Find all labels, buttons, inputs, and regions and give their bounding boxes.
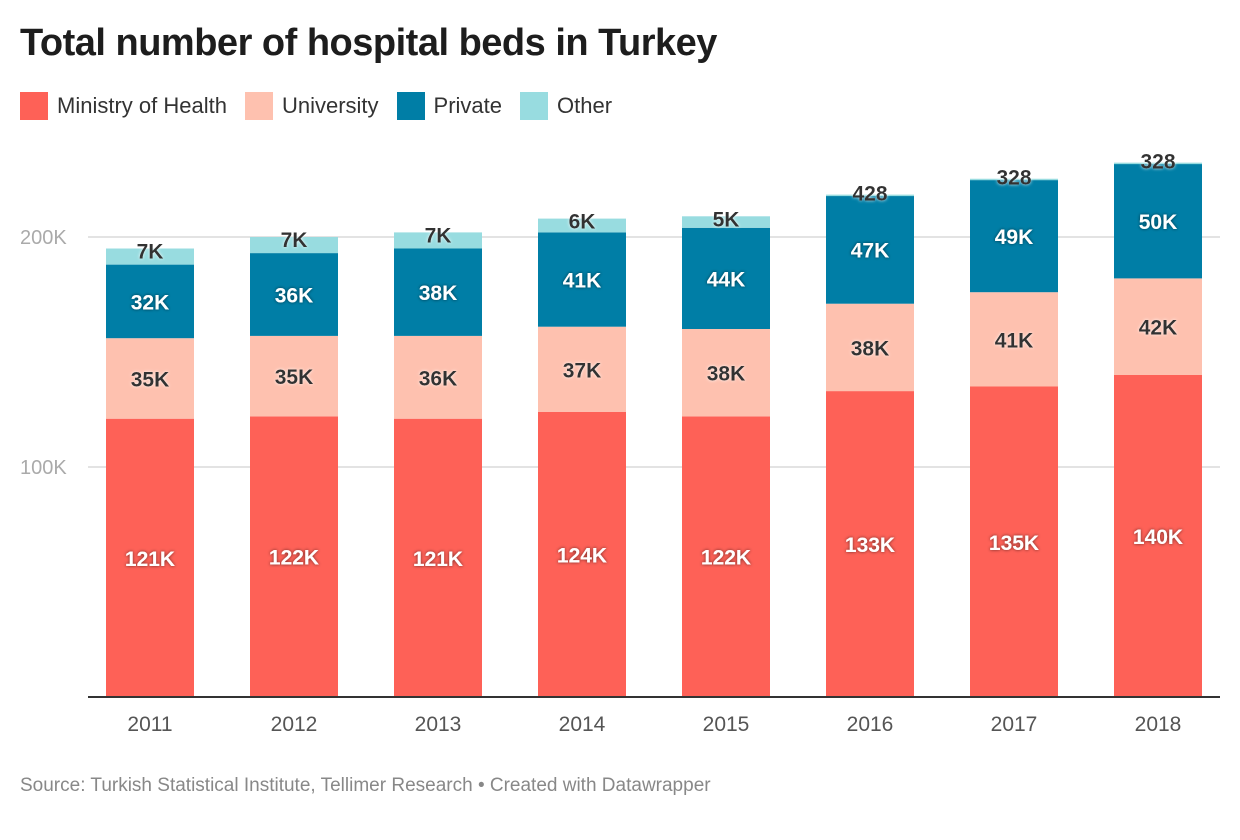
data-label: 41K [563,270,602,293]
bar-segment [970,292,1058,387]
bar-segment [1114,163,1202,279]
bar-segment [250,253,338,336]
data-label: 37K [563,359,602,382]
legend-item: Ministry of Health [20,92,227,120]
legend-swatch [520,92,549,120]
data-label: 38K [707,363,746,386]
x-tick-label: 2018 [1135,713,1182,736]
legend-label: University [281,93,379,118]
bar-segment [106,264,194,339]
bar-segment [682,227,770,329]
legend: Ministry of Health University Private Other [20,92,612,120]
bar-segment [826,303,914,392]
bar-segment [970,179,1058,293]
x-tick-label: 2014 [559,713,606,736]
bar-segment [538,232,626,327]
data-label: 36K [275,285,314,308]
chart-title: Total number of hospital beds in Turkey [20,22,717,64]
bar-segment [826,391,914,697]
data-label: 5K [713,208,740,231]
y-tick-label: 200K [20,227,67,249]
legend-item: Private [396,92,503,120]
data-label: 122K [701,547,751,570]
bar-segment [826,195,914,304]
legend-swatch [20,92,48,120]
data-label: 6K [569,211,596,234]
data-label: 36K [419,367,458,390]
x-tick-label: 2013 [415,713,462,736]
data-label: 122K [269,547,319,570]
legend-item: University [244,92,379,120]
legend-swatch [244,92,273,120]
data-label: 35K [131,368,170,391]
bar-segment [394,335,482,419]
x-tick-label: 2016 [847,713,894,736]
data-label: 135K [989,532,1039,555]
bar-segment [538,218,626,233]
data-label: 44K [707,268,746,291]
bar-segment [538,411,626,697]
bar-segment [106,418,194,697]
legend-item: Other [520,92,612,120]
bar-segment [250,237,338,254]
data-label: 140K [1133,526,1183,549]
bar-segment [1114,162,1202,165]
y-tick-label: 100K [20,457,67,479]
data-label: 7K [281,229,308,252]
data-label: 47K [851,240,890,263]
legend-swatch [396,92,425,120]
chart: 100K 200K 121K 35K 32K 7K 2011 122K 35K 36K 7K 2012… [20,151,1220,736]
data-label: 49K [995,226,1034,249]
legend-label: Other [557,93,613,118]
bar-segment [106,248,194,265]
bar-segment [682,216,770,228]
bar-segment [1114,375,1202,697]
data-label: 121K [125,548,175,571]
bar-segment [394,418,482,697]
x-tick-label: 2012 [271,713,318,736]
bar-segment [250,335,338,417]
x-tick-label: 2017 [991,713,1038,736]
bar-segment [682,329,770,417]
source-note: Source: Turkish Statistical Institute, T… [20,775,711,796]
data-label: 38K [419,282,458,305]
data-label: 121K [413,548,463,571]
data-label: 7K [425,224,452,247]
data-label: 124K [557,544,607,567]
bar-segment [394,232,482,249]
data-label: 50K [1139,211,1178,234]
bar-segment [826,194,914,197]
legend-label: Private [433,93,503,118]
data-label: 38K [851,337,890,360]
x-tick-label: 2011 [127,713,172,736]
bar-segment [682,416,770,697]
data-label: 41K [995,329,1034,352]
data-label: 328 [996,167,1031,190]
data-label: 7K [137,241,164,264]
bar-segment [1114,278,1202,375]
x-tick-label: 2015 [703,713,750,736]
data-label: 35K [275,366,314,389]
bar-segment [538,326,626,412]
legend-label: Ministry of Health [57,93,227,118]
bar-segment [970,178,1058,181]
bar-segment [394,248,482,336]
data-label: 133K [845,534,895,557]
bar-segment [970,386,1058,697]
data-label: 42K [1139,317,1178,340]
data-label: 428 [852,183,887,206]
bar-segment [250,416,338,697]
data-label: 32K [131,291,170,314]
data-label: 328 [1140,151,1175,174]
bar-segment [106,338,194,419]
